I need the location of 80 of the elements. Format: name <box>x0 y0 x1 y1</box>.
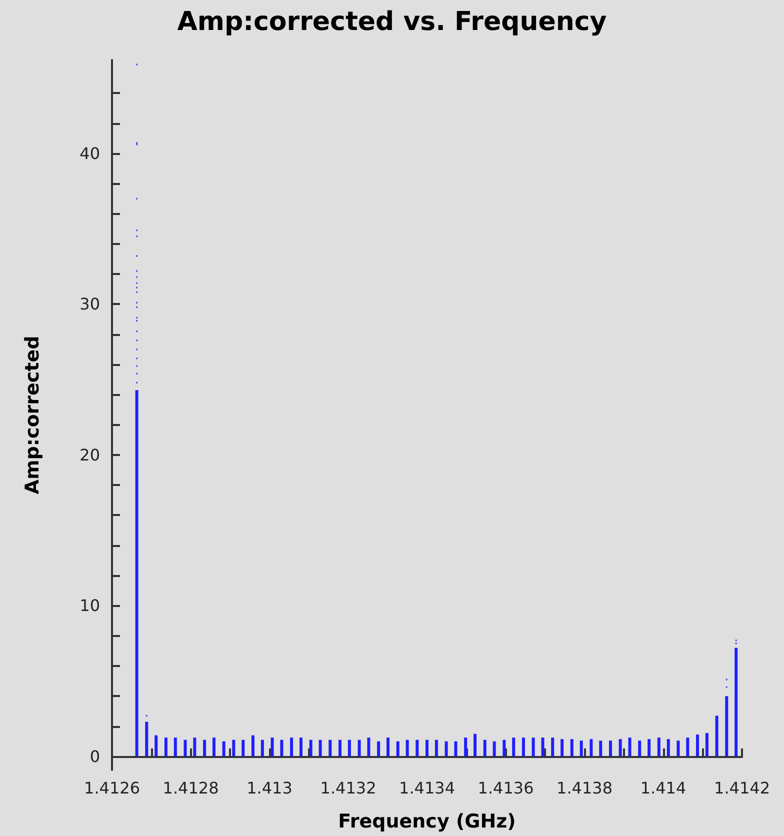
bar <box>193 738 196 756</box>
y-tick-label: 0 <box>90 746 100 766</box>
bar <box>444 741 448 756</box>
bar <box>608 740 612 756</box>
bar <box>715 716 718 756</box>
bar <box>348 740 351 756</box>
bar <box>666 739 670 756</box>
bar <box>174 738 177 756</box>
bar <box>416 740 419 756</box>
y-tick-label: 30 <box>80 294 100 314</box>
bar <box>657 738 660 756</box>
bar <box>502 740 506 756</box>
bar <box>532 738 535 756</box>
bar <box>396 741 400 756</box>
bar <box>300 738 302 756</box>
bar <box>628 738 632 756</box>
bar <box>541 738 544 756</box>
bar <box>560 739 564 756</box>
bar <box>386 738 390 756</box>
bar <box>290 738 294 756</box>
x-tick-label: 1.4134 <box>399 778 455 798</box>
bar <box>367 738 370 756</box>
bar <box>270 738 274 756</box>
y-axis-title: Amp:corrected <box>22 336 44 494</box>
bar <box>570 739 574 756</box>
bar <box>164 738 168 756</box>
bar <box>676 740 680 756</box>
bar <box>222 741 226 756</box>
x-tick-label: 1.4126 <box>84 778 140 798</box>
chart-title: Amp:corrected vs. Frequency <box>177 7 607 37</box>
bar <box>590 739 593 756</box>
bar <box>599 740 602 756</box>
y-tick-label: 20 <box>80 445 100 464</box>
bar <box>580 740 583 756</box>
bar <box>154 735 158 756</box>
bar <box>696 734 700 756</box>
bar <box>483 740 486 756</box>
bar <box>309 740 312 756</box>
bar <box>406 740 409 756</box>
y-tick-label: 10 <box>80 596 100 616</box>
x-tick-label: 1.4142 <box>714 778 770 798</box>
bar <box>464 738 468 756</box>
bar <box>260 740 264 756</box>
bar <box>426 740 428 756</box>
bar <box>648 739 651 756</box>
bar <box>454 741 458 756</box>
bar <box>203 740 206 756</box>
x-tick-label: 1.4128 <box>162 778 219 798</box>
bar <box>242 740 245 756</box>
x-tick-label: 1.413 <box>246 778 292 798</box>
bar <box>280 740 284 756</box>
bar <box>705 733 708 756</box>
bar <box>522 738 525 756</box>
bar <box>184 740 187 756</box>
bar <box>251 735 254 756</box>
bar <box>474 734 477 756</box>
bar <box>232 740 236 756</box>
bar <box>551 738 554 756</box>
bar <box>135 390 138 756</box>
bar <box>725 696 728 756</box>
bar <box>434 740 438 756</box>
bar <box>492 741 496 756</box>
bar <box>145 722 148 756</box>
bar <box>377 741 380 756</box>
x-tick-label: 1.4136 <box>478 778 534 798</box>
bar <box>212 738 216 756</box>
bar <box>618 739 622 756</box>
x-tick-label: 1.4138 <box>556 778 612 798</box>
bar <box>328 740 332 756</box>
bar <box>512 738 516 756</box>
bar <box>686 738 690 756</box>
bar <box>734 648 738 756</box>
bar <box>318 740 322 756</box>
x-tick-label: 1.4132 <box>320 778 376 798</box>
x-axis-title: Frequency (GHz) <box>338 810 516 832</box>
x-tick-label: 1.414 <box>640 778 686 798</box>
bar <box>338 740 342 756</box>
bar <box>358 740 361 756</box>
y-tick-label: 40 <box>80 144 100 163</box>
bar <box>638 740 642 756</box>
